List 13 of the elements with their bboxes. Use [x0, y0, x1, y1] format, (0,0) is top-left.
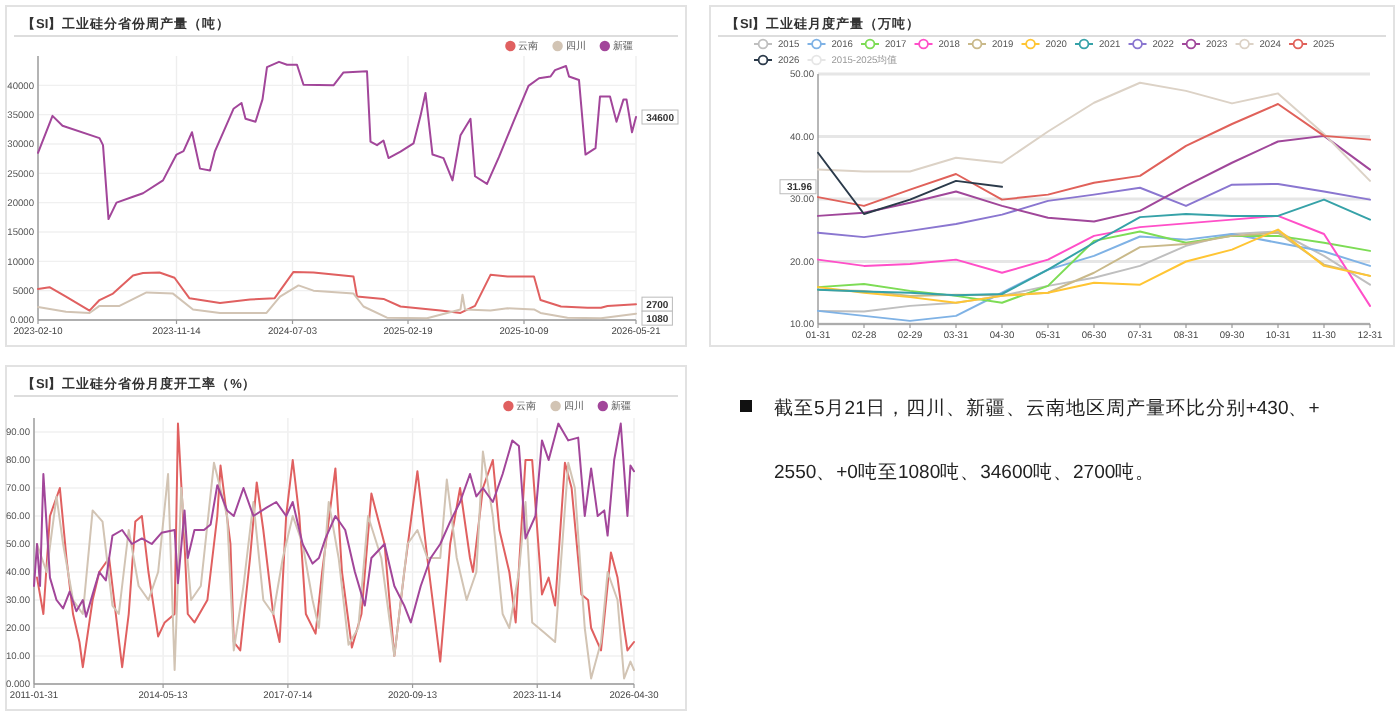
line-series: [817, 81, 1371, 182]
line-series: [817, 151, 1003, 215]
text: 截至5月21日，四川、新疆、云南地区周产量环比分别+430、+2550、+0吨至1080吨、34600吨、2700吨。: [774, 398, 1320, 484]
line-series: [817, 134, 1371, 223]
line-series: [37, 270, 637, 314]
line-series: [817, 198, 1371, 297]
line-series: [36, 422, 635, 669]
line-series: [36, 450, 635, 680]
line-series: [817, 103, 1371, 207]
line-series: [33, 422, 635, 624]
line-series: [817, 183, 1371, 239]
line-series: [37, 60, 637, 221]
line-series: [817, 214, 1371, 307]
